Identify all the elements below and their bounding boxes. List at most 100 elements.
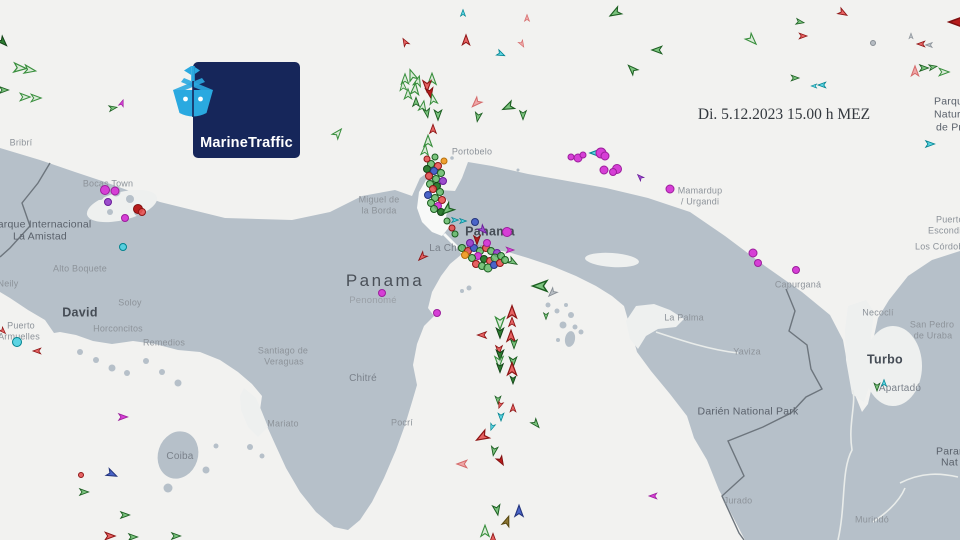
ship-marker[interactable] <box>918 63 930 73</box>
ship-marker[interactable] <box>403 87 413 101</box>
ship-marker[interactable] <box>424 191 432 199</box>
ship-marker[interactable] <box>431 153 439 161</box>
ship-marker[interactable] <box>0 325 7 335</box>
ship-marker[interactable] <box>22 63 38 75</box>
ship-marker[interactable] <box>421 79 433 94</box>
ship-marker[interactable] <box>626 63 640 77</box>
ship-marker[interactable] <box>509 402 517 413</box>
ship-marker[interactable] <box>417 99 428 113</box>
ship-marker[interactable] <box>479 523 491 538</box>
ship-marker[interactable] <box>448 224 456 232</box>
ship-marker[interactable] <box>494 395 502 406</box>
ship-marker[interactable] <box>409 81 420 97</box>
ship-marker[interactable] <box>450 216 460 224</box>
ship-marker[interactable] <box>422 133 434 148</box>
ship-marker[interactable] <box>430 205 438 213</box>
ship-marker[interactable] <box>400 37 411 48</box>
ship-marker[interactable] <box>425 172 433 180</box>
ship-marker[interactable] <box>491 503 502 517</box>
ship-marker[interactable] <box>429 185 437 193</box>
ship-marker[interactable] <box>517 38 526 48</box>
ship-marker[interactable] <box>505 246 516 254</box>
ship-marker[interactable] <box>542 311 550 321</box>
ship-marker[interactable] <box>506 303 518 320</box>
ship-marker[interactable] <box>505 328 517 343</box>
ship-marker[interactable] <box>424 86 435 100</box>
ship-marker[interactable] <box>546 286 559 299</box>
ship-marker[interactable] <box>428 92 439 106</box>
ship-marker[interactable] <box>430 167 438 175</box>
ship-marker[interactable] <box>497 412 505 423</box>
ship-marker[interactable] <box>647 492 658 500</box>
ship-marker[interactable] <box>470 95 484 109</box>
ship-marker[interactable] <box>579 151 587 159</box>
ship-marker[interactable] <box>513 503 525 518</box>
ship-marker[interactable] <box>748 248 758 258</box>
ship-marker[interactable] <box>104 198 112 206</box>
ship-marker[interactable] <box>530 279 549 293</box>
ship-marker[interactable] <box>428 123 438 135</box>
ship-marker[interactable] <box>0 85 10 95</box>
ship-marker[interactable] <box>507 316 517 328</box>
ship-marker[interactable] <box>927 63 939 72</box>
ship-marker[interactable] <box>870 40 876 46</box>
ship-marker[interactable] <box>471 218 479 226</box>
ship-marker[interactable] <box>474 428 492 444</box>
ship-marker[interactable] <box>915 40 926 48</box>
ship-marker[interactable] <box>650 45 664 55</box>
ship-marker[interactable] <box>119 510 131 520</box>
ship-marker[interactable] <box>502 227 512 237</box>
ship-marker[interactable] <box>121 214 129 222</box>
ship-marker[interactable] <box>506 255 519 267</box>
ship-marker[interactable] <box>440 157 448 165</box>
ship-marker[interactable] <box>609 168 617 176</box>
ship-marker[interactable] <box>406 68 420 84</box>
ship-marker[interactable] <box>451 230 459 238</box>
ship-marker[interactable] <box>523 13 531 23</box>
ship-marker[interactable] <box>500 514 512 529</box>
ship-marker[interactable] <box>458 217 468 225</box>
ship-marker[interactable] <box>78 472 84 478</box>
ship-marker[interactable] <box>443 217 451 225</box>
ship-marker[interactable] <box>495 362 505 374</box>
ship-marker[interactable] <box>816 81 827 89</box>
ship-marker[interactable] <box>100 185 110 195</box>
ship-marker[interactable] <box>810 83 818 89</box>
ship-marker[interactable] <box>411 96 421 108</box>
ship-marker[interactable] <box>494 454 506 467</box>
ship-marker[interactable] <box>330 127 344 141</box>
ship-marker[interactable] <box>490 444 500 457</box>
ship-marker[interactable] <box>439 200 457 218</box>
ship-marker[interactable] <box>419 143 430 157</box>
ship-marker[interactable] <box>29 93 43 103</box>
ship-marker[interactable] <box>567 153 575 161</box>
ship-marker[interactable] <box>12 337 22 347</box>
ship-marker[interactable] <box>78 487 90 497</box>
ship-marker[interactable] <box>476 330 488 340</box>
ship-marker[interactable] <box>873 382 881 393</box>
ship-marker[interactable] <box>433 108 443 122</box>
ship-marker[interactable] <box>378 289 386 297</box>
ship-marker[interactable] <box>399 80 408 92</box>
ship-marker[interactable] <box>107 104 119 113</box>
ship-marker[interactable] <box>495 348 505 362</box>
ship-marker[interactable] <box>461 33 471 47</box>
ship-marker[interactable] <box>743 31 759 47</box>
ship-marker[interactable] <box>946 14 960 30</box>
ship-marker[interactable] <box>754 259 762 267</box>
ship-marker[interactable] <box>436 188 444 196</box>
ship-marker[interactable] <box>792 266 800 274</box>
ship-marker[interactable] <box>937 67 951 77</box>
ship-marker[interactable] <box>170 531 182 540</box>
ship-marker[interactable] <box>506 360 518 377</box>
ship-marker[interactable] <box>910 64 920 78</box>
ship-marker[interactable] <box>494 344 504 356</box>
ship-marker[interactable] <box>437 169 445 177</box>
ship-marker[interactable] <box>880 378 888 388</box>
ship-marker[interactable] <box>466 239 474 247</box>
ship-marker[interactable] <box>529 417 542 430</box>
ship-marker[interactable] <box>12 61 29 74</box>
ship-marker[interactable] <box>455 459 469 469</box>
ship-marker[interactable] <box>459 8 467 18</box>
